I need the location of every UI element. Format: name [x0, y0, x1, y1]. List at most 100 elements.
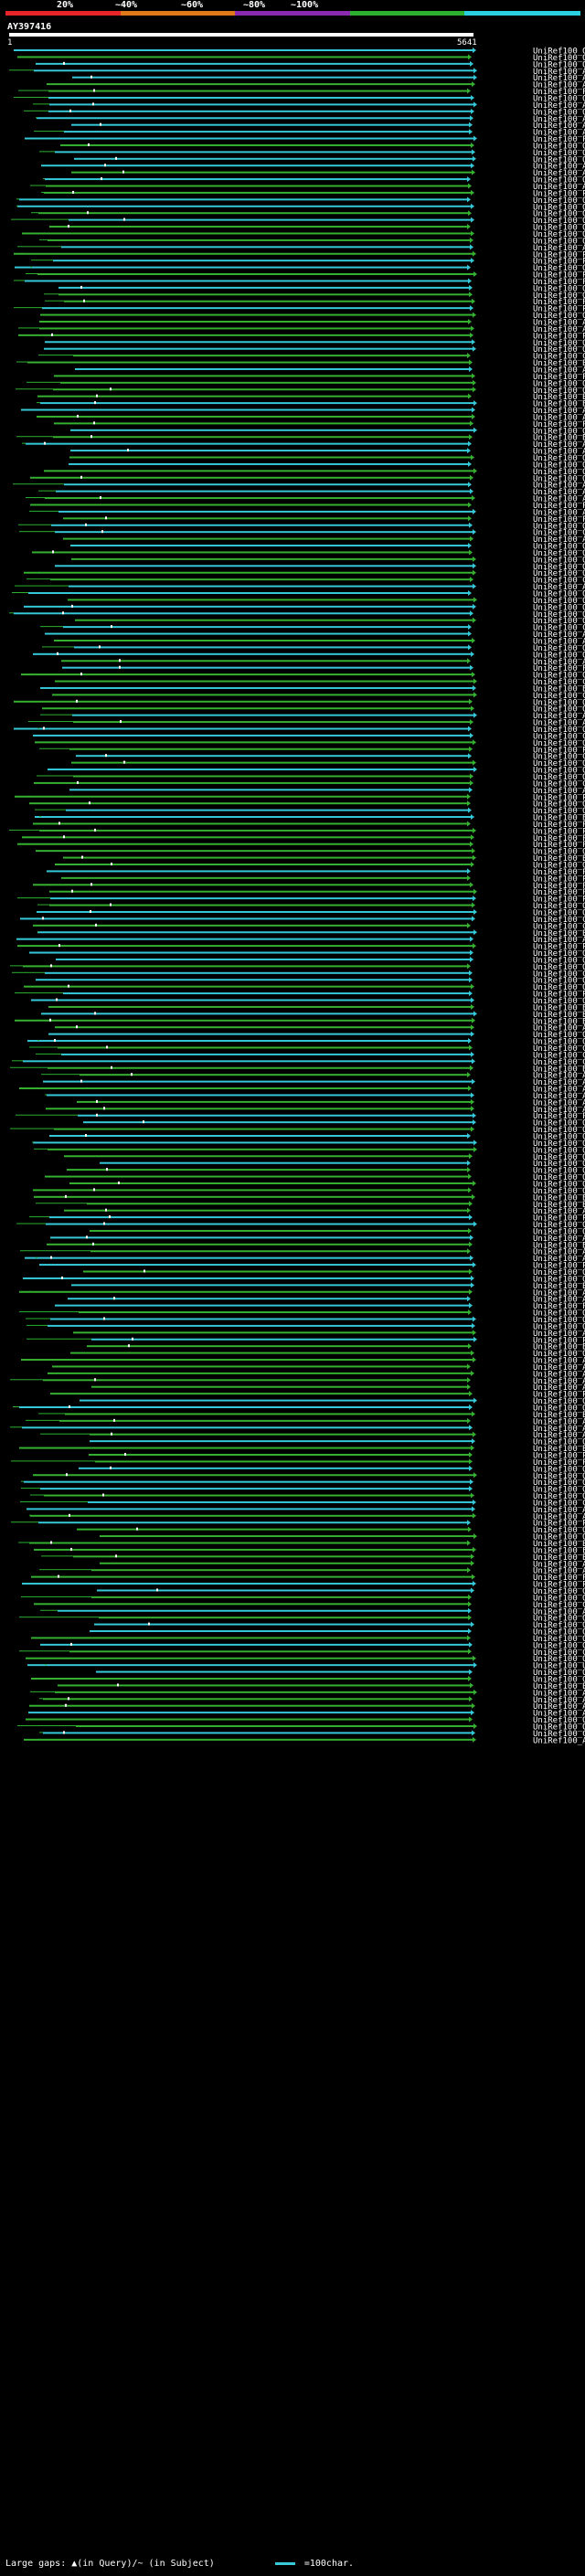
hit-row[interactable]: UniRef100_Q4H185: [16, 387, 585, 396]
hit-label[interactable]: UniRef100_Q765P6: [533, 1465, 585, 1474]
hit-label[interactable]: UniRef100_Q64445: [533, 522, 585, 531]
hit-label[interactable]: UniRef100_B8LFT5: [533, 1540, 585, 1549]
hit-row[interactable]: UniRef100_P12330: [39, 1262, 585, 1271]
hit-label[interactable]: UniRef100_Q9SF86: [533, 1133, 585, 1142]
hit-label[interactable]: UniRef100_A4QP16: [533, 495, 585, 504]
hit-label[interactable]: UniRef100_A9NRK2: [533, 1098, 585, 1108]
hit-label[interactable]: UniRef100_P12328: [533, 1581, 585, 1590]
hit-label[interactable]: UniRef100_Q9ZSJ4: [533, 196, 585, 206]
hit-row[interactable]: UniRef100_Q9FF73: [32, 1140, 585, 1149]
hit-row[interactable]: UniRef100_Q41424: [68, 597, 585, 606]
hit-row[interactable]: UniRef100_Q4VY59: [94, 1621, 585, 1630]
hit-row[interactable]: UniRef100_C6T8R7: [27, 577, 585, 586]
hit-label[interactable]: UniRef100_B2BKK8: [533, 1445, 585, 1454]
hit-label[interactable]: UniRef100_Q3LF05: [533, 983, 585, 992]
hit-label[interactable]: UniRef100_Q85378: [533, 108, 585, 117]
hit-label[interactable]: UniRef100_A9N154: [533, 1255, 585, 1264]
hit-label[interactable]: UniRef100_A9NR03: [533, 1512, 585, 1521]
hit-row[interactable]: UniRef100_B5STN4: [47, 1241, 585, 1250]
hit-row[interactable]: UniRef100_A9NRK2: [77, 1098, 585, 1108]
hit-label[interactable]: UniRef100_C6CPS1: [533, 1499, 585, 1508]
hit-row[interactable]: UniRef100_Q32497: [70, 427, 585, 436]
hit-row[interactable]: UniRef100_B3GG64: [71, 1282, 585, 1291]
hit-label[interactable]: UniRef100_A9NMK1: [533, 1607, 585, 1617]
hit-row[interactable]: UniRef100_B6SZT9: [34, 1193, 585, 1203]
hit-row[interactable]: UniRef100_Q90FX6: [39, 149, 585, 158]
hit-row[interactable]: UniRef100_Q49812: [30, 1492, 585, 1501]
hit-label[interactable]: UniRef100_P92919: [533, 1302, 585, 1311]
hit-row[interactable]: UniRef100_Q85360: [60, 142, 585, 151]
hit-row[interactable]: UniRef100_C5WTC1: [34, 779, 585, 789]
hit-label[interactable]: UniRef100_B9S222: [533, 854, 585, 864]
hit-label[interactable]: UniRef100_B4FUA1: [533, 684, 585, 694]
hit-row[interactable]: UniRef100_Q1EP00: [77, 1526, 585, 1535]
hit-label[interactable]: UniRef100_B0L0Z6: [533, 1682, 585, 1691]
hit-label[interactable]: UniRef100_Q2WBC0: [533, 155, 585, 164]
hit-label[interactable]: UniRef100_Q1WL43: [533, 210, 585, 219]
hit-row[interactable]: UniRef100_Q9F105: [37, 773, 585, 782]
hit-label[interactable]: UniRef100_B9IHA5: [533, 1003, 585, 1012]
hit-label[interactable]: UniRef100_Q93AE9: [533, 1153, 585, 1162]
hit-label[interactable]: UniRef100_Q8VB42: [533, 862, 585, 871]
hit-label[interactable]: UniRef100_Q64442: [533, 569, 585, 578]
hit-row[interactable]: UniRef100_Q93YW9: [34, 1146, 585, 1155]
hit-label[interactable]: UniRef100_C5YHD0: [533, 753, 585, 762]
hit-label[interactable]: UniRef100_A9NP18: [533, 1296, 585, 1305]
hit-label[interactable]: UniRef100_Q84U94: [533, 759, 585, 769]
hit-label[interactable]: UniRef100_Q41424: [533, 597, 585, 606]
hit-label[interactable]: UniRef100_B0L0Y2: [533, 1201, 585, 1210]
hit-label[interactable]: UniRef100_A4QPL1: [533, 183, 585, 192]
hit-row[interactable]: UniRef100_Q39142: [48, 1031, 585, 1040]
hit-label[interactable]: UniRef100_Q9SA89: [533, 1405, 585, 1414]
hit-row[interactable]: UniRef100_P04778: [15, 793, 585, 802]
hit-row[interactable]: UniRef100_B4FSQ9: [15, 1017, 585, 1026]
hit-label[interactable]: UniRef100_P12330: [533, 1262, 585, 1271]
hit-row[interactable]: UniRef100_P07371: [33, 882, 585, 891]
hit-row[interactable]: UniRef100_Q765P6: [79, 1465, 585, 1474]
hit-label[interactable]: UniRef100_P04782: [533, 305, 585, 314]
hit-row[interactable]: UniRef100_Q8L224: [10, 963, 585, 972]
hit-row[interactable]: UniRef100_Q5PY01: [26, 1316, 585, 1325]
hit-label[interactable]: UniRef100_C6TD73: [533, 624, 585, 633]
hit-row[interactable]: UniRef100_P15195: [31, 1574, 585, 1583]
hit-row[interactable]: UniRef100_Q64448: [39, 237, 585, 246]
hit-label[interactable]: UniRef100_Q8W3F4: [533, 800, 585, 810]
hit-row[interactable]: UniRef100_Q4VY60: [31, 1676, 585, 1685]
hit-label[interactable]: UniRef100_A4QP13: [533, 1710, 585, 1719]
hit-label[interactable]: UniRef100_A9CSG6: [533, 631, 585, 640]
hit-label[interactable]: UniRef100_Q1WL23: [533, 345, 585, 355]
hit-row[interactable]: UniRef100_A9P6R2: [27, 1506, 585, 1515]
hit-label[interactable]: UniRef100_Q8LK11: [533, 949, 585, 959]
hit-row[interactable]: UniRef100_Q8W3F4: [29, 800, 585, 810]
hit-label[interactable]: UniRef100_P12333: [533, 868, 585, 877]
hit-label[interactable]: UniRef100_Q9M609: [533, 848, 585, 857]
hit-row[interactable]: UniRef100_C6TNE6: [33, 732, 585, 741]
hit-label[interactable]: UniRef100_Q9SHR7: [533, 1160, 585, 1169]
hit-row[interactable]: UniRef100_Q39141: [21, 1486, 585, 1495]
hit-row[interactable]: UniRef100_Q85378: [24, 108, 585, 117]
hit-row[interactable]: UniRef100_C5G7M3: [38, 353, 585, 362]
hit-row[interactable]: UniRef100_C5X8B2: [33, 922, 585, 931]
hit-label[interactable]: UniRef100_P14273: [533, 88, 585, 97]
hit-label[interactable]: UniRef100_A4QPK4: [533, 366, 585, 375]
hit-label[interactable]: UniRef100_Q4VY60: [533, 1676, 585, 1685]
hit-row[interactable]: UniRef100_Q4VY52: [97, 1587, 585, 1596]
hit-row[interactable]: UniRef100_A1X9U7: [29, 508, 585, 517]
hit-row[interactable]: UniRef100_P12562: [89, 1451, 585, 1460]
hit-label[interactable]: UniRef100_A2SY46: [533, 407, 585, 416]
hit-row[interactable]: UniRef100_B6T2V9: [41, 1011, 585, 1020]
hit-label[interactable]: UniRef100_A9NPF9: [533, 1431, 585, 1440]
hit-label[interactable]: UniRef100_Q9ZSJ5: [533, 60, 585, 69]
hit-row[interactable]: UniRef100_Q8VB42: [55, 862, 585, 871]
hit-row[interactable]: UniRef100_A5BPB2: [69, 787, 585, 796]
hit-label[interactable]: UniRef100_Q4VY52: [533, 1587, 585, 1596]
hit-label[interactable]: UniRef100_P07369: [533, 189, 585, 198]
hit-row[interactable]: UniRef100_C4TLM4: [19, 529, 585, 538]
hit-row[interactable]: UniRef100_A9NZL0: [19, 1086, 585, 1095]
hit-row[interactable]: UniRef100_Q32496: [40, 312, 585, 321]
hit-row[interactable]: UniRef100_Q677H3: [71, 556, 585, 565]
hit-row[interactable]: UniRef100_A4QPK8: [17, 244, 585, 253]
hit-row[interactable]: UniRef100_A2SY44: [71, 169, 585, 178]
hit-label[interactable]: UniRef100_Q9F769: [533, 1655, 585, 1664]
hit-row[interactable]: UniRef100_Q84U94: [71, 759, 585, 769]
